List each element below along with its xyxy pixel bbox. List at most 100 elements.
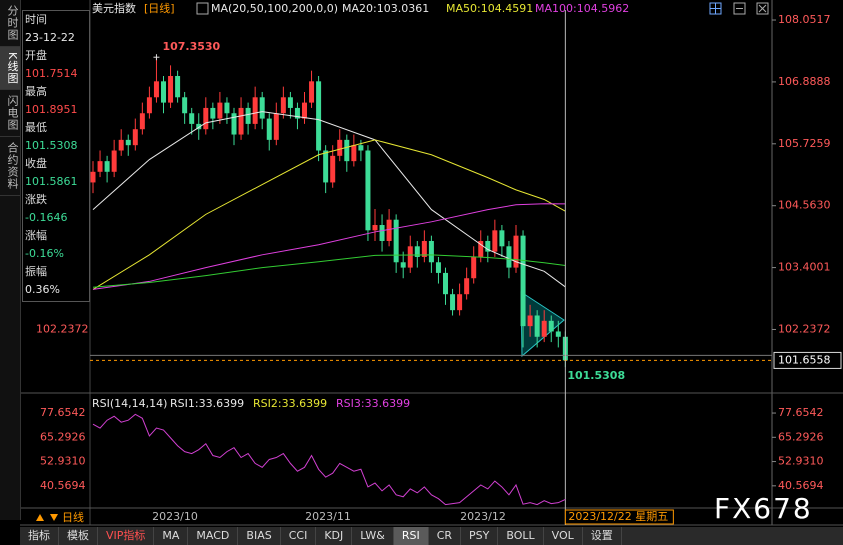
- info-label: 涨跌: [25, 193, 47, 206]
- candle-body: [210, 107, 216, 119]
- indicator-tab[interactable]: CCI: [281, 527, 317, 545]
- candle-body: [485, 240, 491, 252]
- indicator-tab[interactable]: MACD: [188, 527, 239, 545]
- sidebar-tab[interactable]: 分时图: [0, 0, 20, 47]
- candle-body: [555, 331, 561, 337]
- x-tick-label: 2023/11: [305, 510, 351, 523]
- indicator-tabs: 指标 模板 VIP指标 MA MACD BIAS CCI KDJ LW& RSI CR PSY BOLL…: [20, 527, 843, 545]
- info-value: -0.16%: [25, 247, 64, 260]
- indicator-tab[interactable]: PSY: [461, 527, 499, 545]
- info-value: 23-12-22: [25, 31, 75, 44]
- ma-line: [92, 139, 566, 290]
- candle-body: [421, 240, 427, 257]
- indicator-tab[interactable]: CR: [429, 527, 462, 545]
- candle-body: [196, 123, 202, 130]
- rsi-legend: RSI1:33.6399: [170, 397, 244, 410]
- candle-body: [245, 107, 251, 124]
- candle-body: [203, 107, 209, 130]
- sidebar-tab[interactable]: 闪电图: [0, 90, 20, 138]
- indicator-tab[interactable]: LW&: [352, 527, 394, 545]
- indicator-tab[interactable]: BIAS: [238, 527, 281, 545]
- rsi-legend: RSI3:33.6399: [336, 397, 410, 410]
- candle-body: [365, 150, 371, 231]
- candle-body: [548, 320, 554, 332]
- candle-body: [273, 113, 279, 140]
- sidebar: 分时图 K线图 闪电图 合约资料: [0, 0, 21, 520]
- candle-body: [111, 150, 117, 172]
- candle-body: [189, 113, 195, 124]
- indicator-tab[interactable]: 设置: [583, 527, 622, 545]
- candle-body: [471, 256, 477, 279]
- candle-body: [287, 97, 293, 108]
- info-label: 收盘: [25, 157, 47, 170]
- indicator-tab[interactable]: MA: [154, 527, 189, 545]
- indicator-tab[interactable]: VOL: [544, 527, 583, 545]
- indicator-tab[interactable]: 指标: [20, 527, 59, 545]
- candle-body: [499, 230, 505, 247]
- indicator-icon[interactable]: [196, 2, 209, 15]
- candle-body: [182, 97, 188, 114]
- rsi-y-tick-label-left: 77.6542: [40, 406, 86, 419]
- info-value: 0.36%: [25, 283, 60, 296]
- y-tick-label: 106.8888: [778, 75, 831, 88]
- ma-params: MA(20,50,100,200,0,0): [211, 2, 338, 15]
- info-label: 最低: [25, 121, 47, 134]
- candle-body: [520, 235, 526, 327]
- sidebar-tab[interactable]: 合约资料: [0, 137, 20, 197]
- indicator-tab[interactable]: RSI: [393, 527, 429, 545]
- candle-body: [337, 139, 343, 156]
- rsi-y-tick-label-left: 52.9310: [40, 455, 86, 468]
- crosshair-date-box: [564, 509, 674, 525]
- sidebar-tab[interactable]: K线图: [0, 47, 20, 91]
- icon-minimize[interactable]: [733, 2, 746, 15]
- rsi-legend: RSI2:33.6399: [253, 397, 327, 410]
- candle-body: [90, 171, 96, 183]
- rsi-y-tick-label-left: 65.2926: [40, 430, 86, 443]
- info-panel: 时间 23-12-22 开盘 101.7514 最高 101.8951 最低 101.5308…: [22, 10, 90, 302]
- x-tick-label: 2023/12: [460, 510, 506, 523]
- arrow-up[interactable]: [36, 514, 44, 521]
- ma-legend: MA20:103.0361: [342, 2, 429, 15]
- candle-body: [386, 219, 392, 241]
- candle-body: [428, 240, 434, 263]
- info-label: 振幅: [25, 265, 47, 278]
- ma-legend: MA50:104.4591: [446, 2, 533, 15]
- candle-body: [492, 230, 498, 252]
- x-tick-label: 2023/10: [152, 510, 198, 523]
- indicator-tab[interactable]: BOLL: [498, 527, 544, 545]
- icon-line: [758, 4, 767, 13]
- toolbar-icons[interactable]: [709, 2, 769, 15]
- candle-body: [379, 225, 385, 241]
- icon-close[interactable]: [756, 2, 769, 15]
- candle-body: [97, 161, 103, 172]
- indicator-tab[interactable]: KDJ: [316, 527, 353, 545]
- y-tick-label-left: 102.2372: [36, 322, 89, 335]
- rsi-y-tick-label-left: 40.5694: [40, 479, 86, 492]
- last-price-label: 101.6558: [778, 353, 831, 366]
- candle-body: [302, 102, 307, 119]
- candle-body: [146, 97, 152, 114]
- footer-period: 日线: [62, 510, 84, 524]
- candle-body: [175, 75, 181, 98]
- info-label: 开盘: [25, 49, 47, 62]
- info-value: 101.5861: [25, 175, 78, 188]
- rsi-y-tick-label: 65.2926: [778, 430, 824, 443]
- indicator-tab[interactable]: VIP指标: [98, 527, 155, 545]
- arrow-down[interactable]: [50, 514, 58, 521]
- high-label: 107.3530: [162, 40, 220, 53]
- y-tick-label: 108.0517: [778, 13, 831, 26]
- candle-body: [316, 81, 322, 151]
- indicator-tab[interactable]: 模板: [59, 527, 98, 545]
- candle-body: [309, 81, 315, 103]
- candle-body: [153, 81, 159, 98]
- candle-body: [414, 246, 420, 257]
- candle-body: [541, 320, 547, 337]
- candle-body: [372, 225, 378, 231]
- candle-body: [161, 81, 166, 103]
- candle-body: [104, 161, 110, 172]
- candle-body: [358, 145, 364, 151]
- candle-body: [118, 139, 124, 151]
- candle-body: [217, 102, 223, 119]
- candle-body: [478, 240, 484, 257]
- info-label: 涨幅: [25, 229, 47, 242]
